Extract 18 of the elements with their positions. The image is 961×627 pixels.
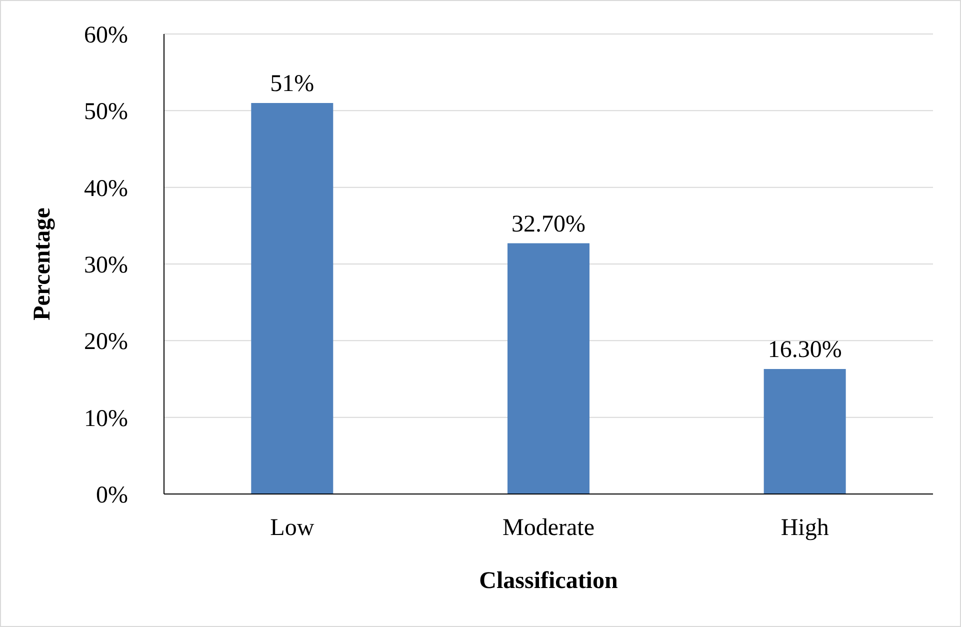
y-tick-label: 40% — [84, 176, 128, 202]
bar — [251, 103, 334, 494]
x-tick-label: Low — [270, 515, 315, 542]
x-tick-label: Moderate — [502, 515, 594, 542]
y-tick-label: 30% — [84, 252, 128, 279]
y-tick-label: 60% — [84, 22, 128, 49]
y-tick-label: 20% — [84, 329, 128, 356]
data-label: 51% — [270, 71, 314, 97]
bar — [764, 369, 846, 494]
y-tick-label: 0% — [96, 482, 128, 509]
bar — [507, 243, 590, 494]
data-label: 32.70% — [511, 211, 586, 238]
y-axis-title: Percentage — [30, 207, 56, 320]
x-tick-label: High — [780, 515, 829, 542]
y-tick-label: 50% — [84, 99, 128, 126]
y-tick-label: 10% — [84, 406, 128, 432]
data-label: 16.30% — [768, 337, 842, 364]
x-axis-title: Classification — [479, 568, 618, 594]
